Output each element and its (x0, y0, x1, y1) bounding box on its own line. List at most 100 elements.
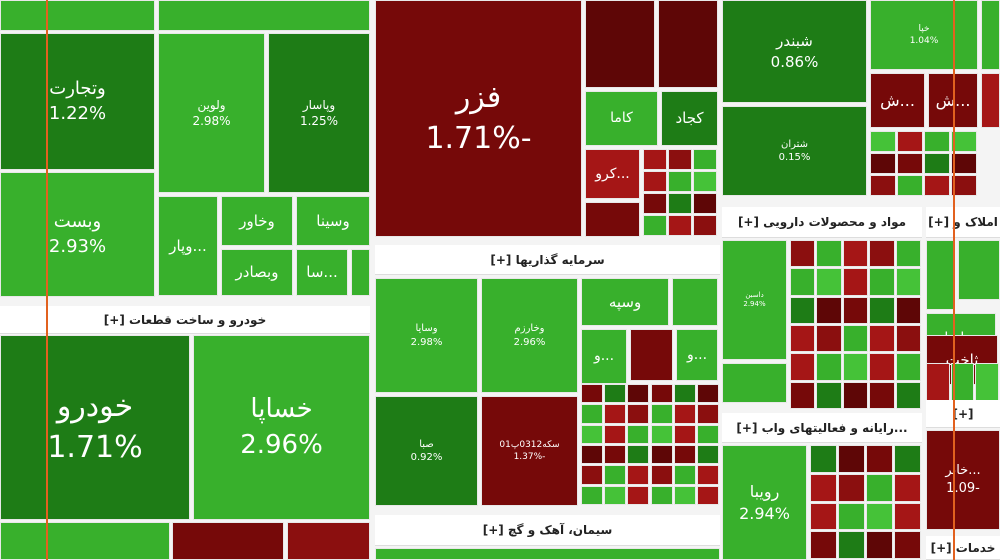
tile (673, 424, 696, 444)
stock-tile: خساپا 2.96% (193, 335, 370, 520)
tile (581, 404, 604, 424)
stock-tile: کجاد (661, 91, 718, 146)
stock-name: سکه0312پ01 (499, 439, 560, 450)
tile (643, 215, 667, 236)
tile (924, 131, 950, 152)
stock-tile: وتجارت 1.22% (0, 33, 155, 170)
stock-name: ...سا (306, 263, 338, 282)
tile (810, 473, 837, 502)
stock-tile: وبصادر (221, 249, 293, 296)
tile (604, 445, 627, 465)
stock-name: خودرو (56, 389, 134, 424)
tile (790, 240, 816, 268)
stock-name: ...و (593, 348, 615, 365)
tile (926, 363, 950, 402)
tile (869, 325, 895, 353)
tile (870, 131, 896, 152)
stock-tile: شبندر 0.86% (722, 0, 867, 103)
stock-name: شتران (780, 138, 809, 150)
tile (581, 485, 604, 505)
tile (581, 424, 604, 444)
tile (838, 473, 865, 502)
tile (975, 363, 999, 402)
stock-change: 1.71% (47, 429, 143, 465)
stock-change: 1.04% (909, 36, 939, 46)
tile (172, 522, 284, 560)
tile (668, 171, 692, 192)
tile (693, 193, 717, 214)
stock-name: کاما (610, 110, 633, 127)
tile (375, 548, 720, 560)
sector-header: خودرو و ساخت قطعات [+] (0, 306, 370, 334)
cursor-line (953, 0, 955, 560)
tile (696, 424, 719, 444)
tile (951, 131, 977, 152)
stock-tile: شتران 0.15% (722, 106, 867, 196)
tile (816, 381, 842, 409)
tile (895, 381, 921, 409)
tile (838, 531, 865, 559)
tile (894, 445, 921, 473)
stock-change: 1.25% (299, 114, 339, 128)
stock-change: 0.15% (778, 152, 811, 163)
stock-change: 2.93% (48, 235, 107, 257)
stock-change: -1.71% (425, 120, 532, 156)
sector-header: سیمان، آهک و گچ [+] (375, 515, 720, 546)
tile (668, 215, 692, 236)
stock-name: داسبن (745, 290, 764, 299)
stock-tile: خپا 1.04% (870, 0, 978, 70)
stock-name: وخارزم (514, 323, 545, 334)
tile (894, 531, 921, 559)
stock-tile: ...وپار (158, 196, 218, 296)
stock-name: ...خابر (945, 463, 981, 479)
tile (627, 424, 650, 444)
tile (866, 531, 893, 559)
tile (816, 296, 842, 324)
tile (895, 240, 921, 268)
stock-tile: داسبن 2.94% (722, 240, 787, 360)
stock-tile: ...ش (870, 73, 925, 128)
tile (650, 465, 673, 485)
stock-tile: وسینا (296, 196, 370, 246)
tile (585, 0, 655, 88)
tile (866, 473, 893, 502)
tile (672, 278, 718, 326)
stock-tile: وپاسار 1.25% (268, 33, 370, 193)
sector-header: خدمات [+] (926, 536, 1000, 560)
stock-tile: فزر -1.71% (375, 0, 582, 237)
tile (869, 353, 895, 381)
tile (604, 384, 627, 404)
stock-change: 1.22% (48, 102, 107, 124)
sector-header: سرمایه گذاریها [+] (375, 245, 720, 275)
tile (0, 0, 155, 31)
sector-header: ...رایانه و فعالیتهای واب [+] (722, 413, 922, 443)
tile (643, 171, 667, 192)
tile (627, 404, 650, 424)
tile (790, 325, 816, 353)
tile (870, 175, 896, 196)
tile (673, 485, 696, 505)
stock-change: -1.09 (946, 481, 980, 496)
tile (790, 296, 816, 324)
tile (895, 353, 921, 381)
stock-tile: سکه0312پ01 -1.37% (481, 396, 578, 506)
stock-name: ...وپار (169, 236, 207, 255)
tile (924, 175, 950, 196)
stock-change: 2.94% (739, 503, 790, 523)
tile (650, 384, 673, 404)
tile (673, 445, 696, 465)
tile (951, 175, 977, 196)
tile (604, 485, 627, 505)
tile (816, 353, 842, 381)
stock-change: 0.86% (770, 52, 819, 71)
stock-name: کجاد (675, 109, 704, 128)
tile (627, 445, 650, 465)
stock-name: وسینا (316, 211, 350, 230)
tile (981, 73, 1000, 128)
tile (650, 404, 673, 424)
stock-name: رویبا (749, 481, 780, 501)
tile (658, 0, 718, 88)
tile (604, 404, 627, 424)
tile (894, 502, 921, 531)
tile (869, 296, 895, 324)
